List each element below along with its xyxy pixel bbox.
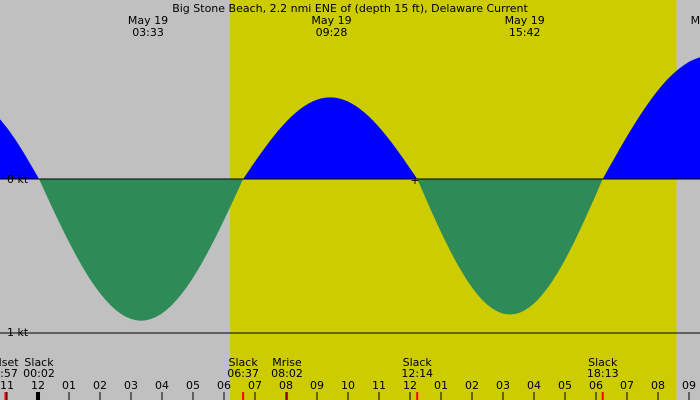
hour-tick-label: 11: [0, 379, 14, 392]
event-time-label: 06:37: [227, 367, 259, 380]
event-time-label: 18:13: [587, 367, 619, 380]
y-tick-zero: 0 kt: [7, 173, 29, 186]
event-time-label: 09:28: [316, 26, 348, 39]
event-date-label: May 19: [691, 14, 700, 27]
hour-tick-label: 10: [341, 379, 355, 392]
hour-axis: 11 12 01 02 03 04 05 06 07 08 09 10 11 12 01 02 03 04 05 06…: [0, 379, 696, 400]
chart-title: Big Stone Beach, 2.2 nmi ENE of (depth 1…: [172, 2, 528, 15]
hour-tick-label: 03: [496, 379, 510, 392]
y-tick-minus-one: -1 kt: [3, 326, 29, 339]
event-name-label: Slack: [403, 356, 433, 369]
event-date-label: May 19: [311, 14, 351, 27]
flood-lobe: [0, 119, 39, 179]
ebb-lobe: [39, 179, 244, 321]
event-time-label: 12:14: [401, 367, 433, 380]
hour-tick-label: 01: [434, 379, 448, 392]
hour-tick-label: 11: [372, 379, 386, 392]
current-areas: [0, 57, 700, 321]
event-name-label: Slack: [24, 356, 54, 369]
midnight-marker: [36, 392, 40, 400]
event-tick-mark: [242, 392, 245, 400]
hour-tick-label: 12: [403, 379, 417, 392]
event-time-label: 2:57: [0, 367, 18, 380]
hour-tick-label: 04: [155, 379, 169, 392]
event-time-label: 15:42: [509, 26, 541, 39]
hour-tick-label: 07: [620, 379, 634, 392]
hour-tick-label: 05: [186, 379, 200, 392]
event-time-label: 03:33: [132, 26, 164, 39]
event-name-label: Slack: [229, 356, 259, 369]
hour-tick-label: 09: [682, 379, 696, 392]
hour-tick-label: 01: [62, 379, 76, 392]
event-time-label: 08:02: [271, 367, 303, 380]
hour-tick-label: 08: [279, 379, 293, 392]
event-time-label: 00:02: [23, 367, 55, 380]
event-tick-mark: [4, 392, 7, 400]
ebb-lobe: [417, 179, 603, 315]
hour-tick-label: 02: [93, 379, 107, 392]
hour-tick-label: 06: [589, 379, 603, 392]
event-tick-mark: [286, 392, 289, 400]
hour-tick-label: 12: [31, 379, 45, 392]
event-tick-mark: [416, 392, 419, 400]
event-date-label: May 19: [505, 14, 545, 27]
bottom-event-labels: Mset2:57Slack00:02Slack06:37Mrise08:02Sl…: [0, 356, 619, 400]
hour-tick-label: 04: [527, 379, 541, 392]
hour-tick-label: 03: [124, 379, 138, 392]
hour-tick-label: 09: [310, 379, 324, 392]
event-name-label: Mrise: [272, 356, 302, 369]
hour-tick-label: 02: [465, 379, 479, 392]
hour-tick-label: 07: [248, 379, 262, 392]
hour-tick-label: 05: [558, 379, 572, 392]
hour-tick-label: 06: [217, 379, 231, 392]
event-name-label: Slack: [588, 356, 618, 369]
hour-tick-label: 08: [651, 379, 665, 392]
event-tick-mark: [601, 392, 604, 400]
flood-lobe: [602, 57, 700, 179]
event-date-label: May 19: [128, 14, 168, 27]
current-marker: +: [410, 174, 419, 187]
flood-lobe: [243, 97, 418, 179]
